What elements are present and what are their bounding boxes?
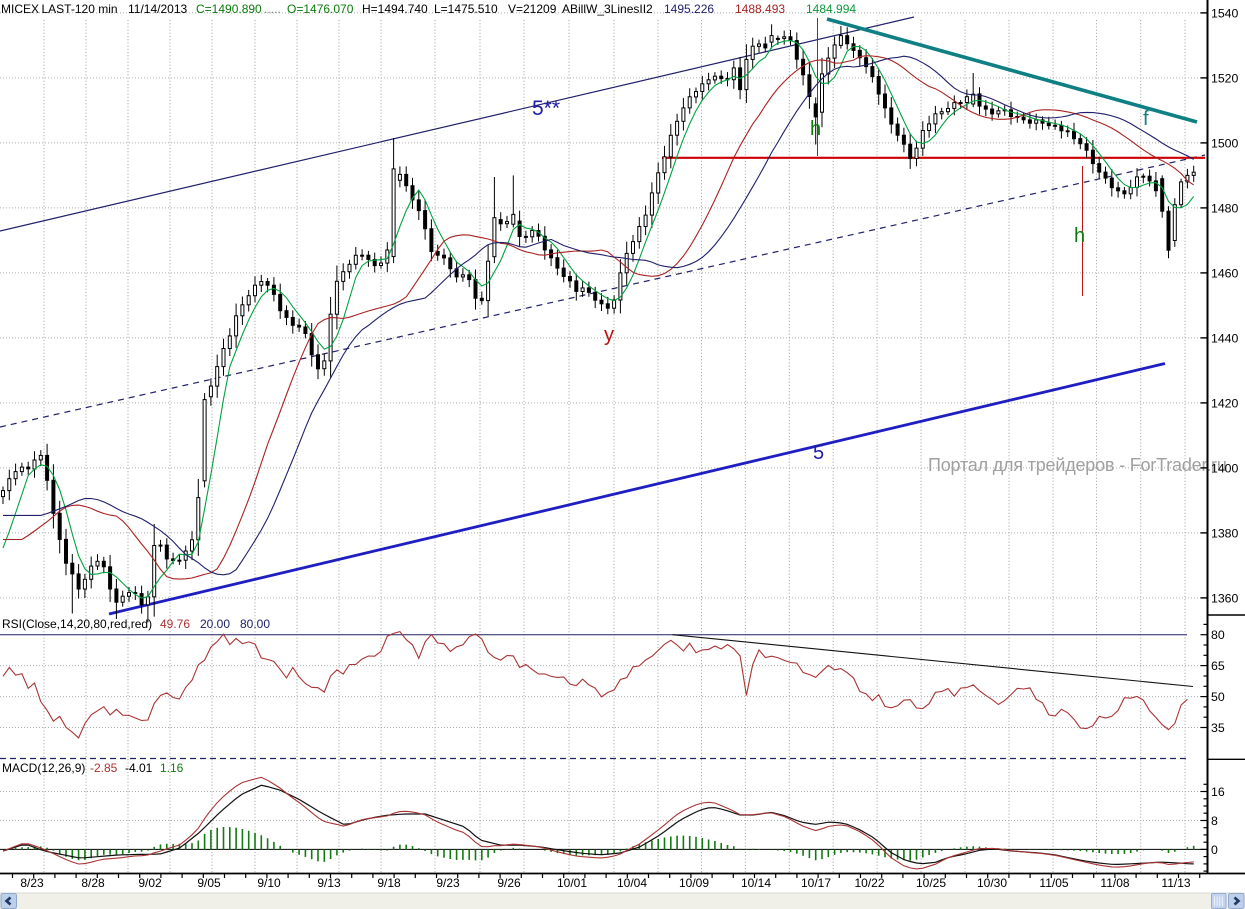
- svg-text:49.76: 49.76: [160, 617, 190, 631]
- svg-text:10/22: 10/22: [854, 876, 884, 890]
- svg-text:f: f: [1143, 108, 1149, 130]
- svg-text:5**: 5**: [532, 97, 560, 120]
- svg-text:10/01: 10/01: [557, 876, 587, 890]
- svg-text:65: 65: [1211, 659, 1225, 673]
- svg-text:9/02: 9/02: [138, 876, 162, 890]
- svg-text:1460: 1460: [1211, 266, 1239, 280]
- svg-text:MICEX: MICEX: [1, 2, 39, 16]
- svg-text:9/26: 9/26: [497, 876, 521, 890]
- svg-text:8/23: 8/23: [20, 876, 44, 890]
- svg-text:35: 35: [1211, 721, 1225, 735]
- svg-text:1400: 1400: [1211, 461, 1239, 475]
- svg-text:10/14: 10/14: [741, 876, 771, 890]
- svg-text:1484.994: 1484.994: [806, 2, 856, 16]
- svg-text:20.00: 20.00: [200, 617, 230, 631]
- svg-text:1520: 1520: [1211, 71, 1239, 85]
- svg-text:h: h: [1074, 225, 1085, 247]
- svg-text:h: h: [810, 118, 821, 140]
- svg-text:1360: 1360: [1211, 591, 1239, 605]
- svg-text:V=21209: V=21209: [508, 2, 557, 16]
- svg-text:1495.226: 1495.226: [664, 2, 714, 16]
- svg-text:8/28: 8/28: [81, 876, 105, 890]
- svg-text:LAST-120 min: LAST-120 min: [42, 2, 118, 16]
- svg-text:C=1490.890: C=1490.890: [196, 2, 262, 16]
- svg-text:9/05: 9/05: [197, 876, 221, 890]
- svg-text:11/08: 11/08: [1100, 876, 1129, 890]
- svg-text:Портал для трейдеров - ForTrad: Портал для трейдеров - ForTrader.ru: [928, 455, 1227, 475]
- svg-text:80.00: 80.00: [240, 617, 270, 631]
- svg-text:11/13: 11/13: [1161, 876, 1190, 890]
- svg-text:-4.01: -4.01: [125, 761, 153, 775]
- svg-text:-2.85: -2.85: [90, 761, 118, 775]
- svg-text:50: 50: [1211, 690, 1225, 704]
- svg-text:0: 0: [1211, 843, 1218, 857]
- svg-text:1500: 1500: [1211, 136, 1239, 150]
- svg-text:10/09: 10/09: [679, 876, 709, 890]
- svg-text:RSI(Close,14,20,80,red,red): RSI(Close,14,20,80,red,red): [2, 617, 152, 631]
- svg-text:10/04: 10/04: [617, 876, 647, 890]
- svg-text:y: y: [604, 324, 614, 346]
- svg-text:H=1494.740: H=1494.740: [362, 2, 428, 16]
- svg-text:16: 16: [1211, 785, 1225, 799]
- svg-text:O=1476.070: O=1476.070: [287, 2, 354, 16]
- svg-text:1440: 1440: [1211, 331, 1239, 345]
- svg-text:1488.493: 1488.493: [735, 2, 785, 16]
- svg-text:11/05: 11/05: [1039, 876, 1068, 890]
- svg-text:1380: 1380: [1211, 526, 1239, 540]
- svg-text:8: 8: [1211, 814, 1218, 828]
- svg-text:MACD(12,26,9): MACD(12,26,9): [2, 761, 85, 775]
- svg-text:1420: 1420: [1211, 396, 1239, 410]
- svg-text:1480: 1480: [1211, 201, 1239, 215]
- svg-text:5: 5: [813, 442, 824, 464]
- svg-text:10/17: 10/17: [801, 876, 831, 890]
- svg-text:.....: .....: [264, 2, 281, 16]
- svg-text:10/30: 10/30: [977, 876, 1007, 890]
- svg-text:1.16: 1.16: [160, 761, 184, 775]
- svg-text:L=1475.510: L=1475.510: [434, 2, 498, 16]
- svg-text:11/14/2013: 11/14/2013: [128, 2, 187, 16]
- svg-text:9/23: 9/23: [436, 876, 460, 890]
- svg-text:9/13: 9/13: [317, 876, 341, 890]
- svg-text:10/25: 10/25: [916, 876, 946, 890]
- svg-text:ABillW_3LinesII2: ABillW_3LinesII2: [562, 2, 653, 16]
- svg-text:1540: 1540: [1211, 6, 1239, 20]
- svg-text:9/10: 9/10: [257, 876, 281, 890]
- svg-text:80: 80: [1211, 628, 1225, 642]
- svg-text:9/18: 9/18: [377, 876, 401, 890]
